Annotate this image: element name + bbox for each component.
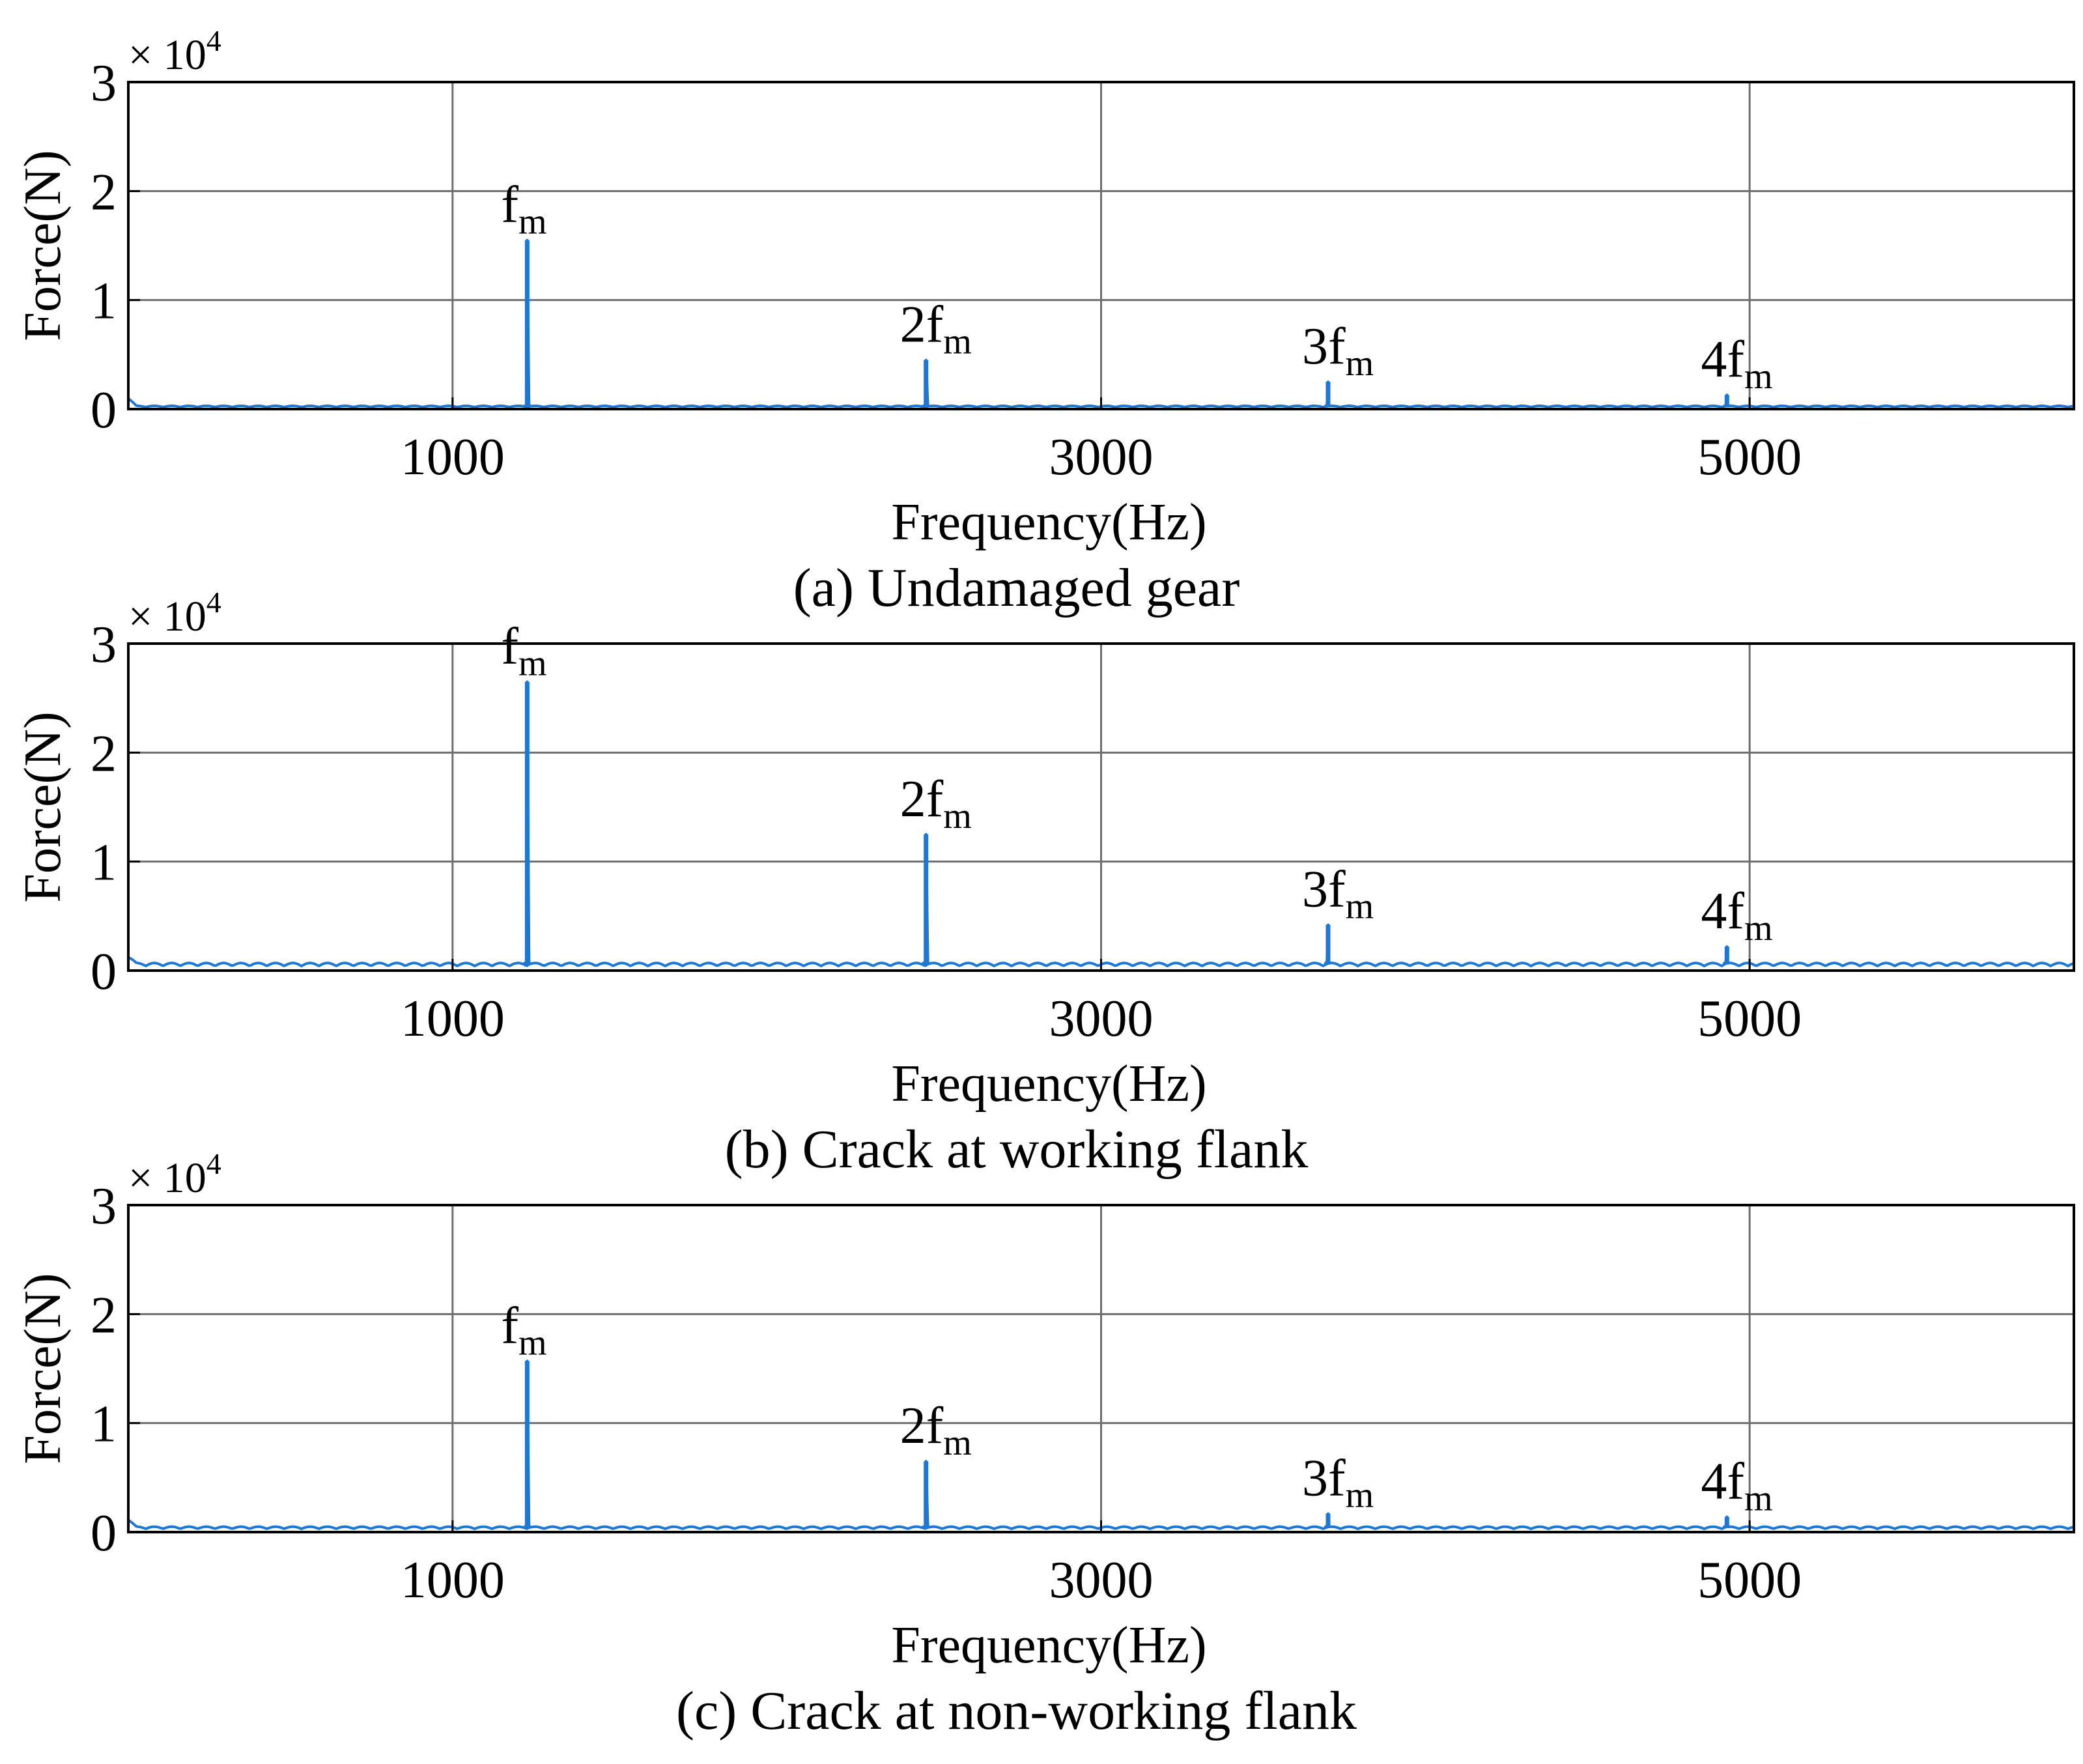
y-multiplier: × 104	[128, 24, 221, 79]
y-tick-label: 1	[91, 273, 117, 330]
y-tick-label: 2	[91, 725, 117, 782]
peak-label-2: 2fm	[900, 1397, 972, 1463]
x-tick-label: 5000	[1697, 429, 1802, 486]
peak-label-subscript: m	[1744, 1479, 1773, 1519]
y-multiplier-exponent: 4	[206, 24, 221, 57]
chart-panel-1: 1000 3000 5000 0 1 2 3 × 104 Force(N) Frequency(H…	[14, 24, 2075, 618]
spectrum-line	[127, 238, 2075, 408]
y-multiplier-exponent: 4	[206, 1147, 221, 1180]
peak-label-4: 4fm	[1701, 883, 1772, 948]
y-tick-label: 1	[91, 1396, 117, 1453]
peak-label-1: fm	[501, 1297, 546, 1363]
y-tick-label: 0	[91, 382, 117, 439]
panel-caption: (a) Undamaged gear	[793, 558, 1240, 618]
peak-label-subscript: m	[518, 1322, 547, 1363]
x-axis-label: Frequency(Hz)	[891, 1617, 1206, 1674]
y-tick-label: 0	[91, 943, 117, 1001]
y-tick-label: 3	[91, 55, 117, 112]
y-axis-label: Force(N)	[14, 150, 72, 341]
x-tick-label: 3000	[1049, 429, 1154, 486]
y-axis-label: Force(N)	[14, 711, 72, 902]
x-tick-label: 5000	[1697, 1552, 1802, 1609]
panel-caption: (b) Crack at working flank	[725, 1119, 1309, 1180]
y-axis-label: Force(N)	[14, 1273, 72, 1464]
y-tick-label: 1	[91, 834, 117, 892]
chart-panel-2: 1000 3000 5000 0 1 2 3 × 104 Force(N) Frequency(H…	[14, 586, 2075, 1180]
peak-label-subscript: m	[1744, 356, 1773, 397]
x-tick-label: 3000	[1049, 1552, 1154, 1609]
peak-label-subscript: m	[943, 1423, 972, 1463]
peak-label-3: 3fm	[1302, 861, 1374, 927]
x-tick-label: 1000	[401, 990, 505, 1047]
peak-label-subscript: m	[1744, 908, 1773, 948]
x-tick-label: 3000	[1049, 990, 1154, 1047]
peak-label-2: 2fm	[900, 771, 972, 836]
y-multiplier-exponent: 4	[206, 586, 221, 619]
x-tick-label: 1000	[401, 429, 505, 486]
peak-label-subscript: m	[1346, 887, 1374, 927]
y-tick-label: 0	[91, 1505, 117, 1562]
x-axis-label: Frequency(Hz)	[891, 494, 1206, 551]
peak-label-4: 4fm	[1701, 1453, 1772, 1519]
peak-label-subscript: m	[1346, 1475, 1374, 1516]
y-tick-label: 3	[91, 1178, 117, 1235]
x-axis-label: Frequency(Hz)	[891, 1055, 1206, 1113]
y-multiplier: × 104	[128, 586, 221, 640]
peak-label-1: fm	[501, 177, 546, 242]
panel-caption: (c) Crack at non-working flank	[676, 1681, 1357, 1741]
peak-label-2: 2fm	[900, 296, 972, 362]
x-tick-label: 5000	[1697, 990, 1802, 1047]
peak-label-subscript: m	[1346, 343, 1374, 384]
peak-label-3: 3fm	[1302, 1450, 1374, 1516]
y-multiplier: × 104	[128, 1147, 221, 1202]
peak-label-subscript: m	[518, 644, 547, 684]
peak-label-4: 4fm	[1701, 331, 1772, 397]
peak-label-subscript: m	[518, 202, 547, 242]
y-tick-label: 2	[91, 164, 117, 221]
peak-label-1: fm	[501, 618, 546, 684]
peak-label-subscript: m	[943, 796, 972, 836]
peak-label-3: 3fm	[1302, 318, 1374, 384]
peak-label-subscript: m	[943, 322, 972, 362]
chart-panel-3: 1000 3000 5000 0 1 2 3 × 104 Force(N) Frequency(H…	[14, 1147, 2075, 1741]
y-tick-label: 2	[91, 1287, 117, 1344]
y-tick-label: 3	[91, 616, 117, 674]
x-tick-label: 1000	[401, 1552, 505, 1609]
